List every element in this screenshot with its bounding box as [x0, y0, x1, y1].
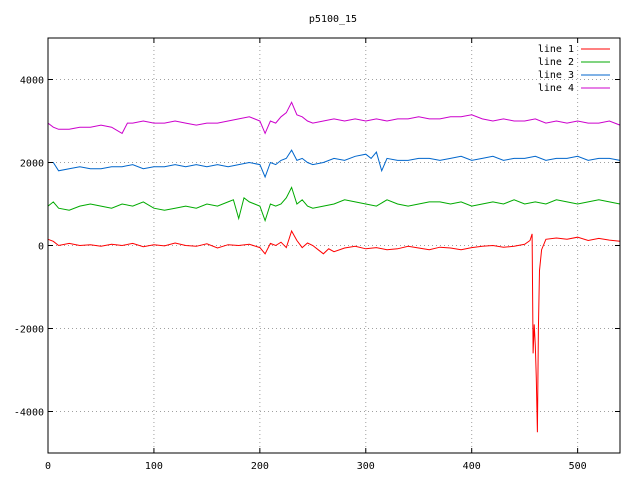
legend-label-4: line 4 — [538, 83, 574, 94]
y-tick-label: -4000 — [14, 408, 44, 419]
legend-label-1: line 1 — [538, 44, 574, 55]
x-tick-label: 100 — [145, 461, 163, 472]
x-tick-label: 300 — [357, 461, 375, 472]
legend-label-3: line 3 — [538, 70, 574, 81]
x-tick-label: 200 — [251, 461, 269, 472]
x-tick-label: 0 — [45, 461, 51, 472]
y-tick-label: 0 — [38, 242, 44, 253]
x-tick-label: 400 — [463, 461, 481, 472]
grid-lines — [48, 38, 620, 453]
legend: line 1 line 2 line 3 line 4 — [538, 44, 610, 94]
series-line-4 — [47, 101, 621, 135]
series-line-3 — [48, 149, 621, 179]
axis-ticks: 0 100 200 300 400 500 -4000 -2000 0 2000 4000 — [14, 38, 620, 472]
y-tick-label: -2000 — [14, 325, 44, 336]
chart-title: p5100_15 — [309, 14, 357, 25]
x-tick-label: 500 — [569, 461, 587, 472]
series-line-1 — [47, 229, 621, 433]
y-tick-label: 4000 — [20, 76, 44, 87]
series-line-2 — [47, 186, 621, 223]
y-tick-label: 2000 — [20, 159, 44, 170]
plot-area-frame — [47, 37, 621, 454]
series-layer — [47, 101, 621, 433]
legend-label-2: line 2 — [538, 57, 574, 68]
